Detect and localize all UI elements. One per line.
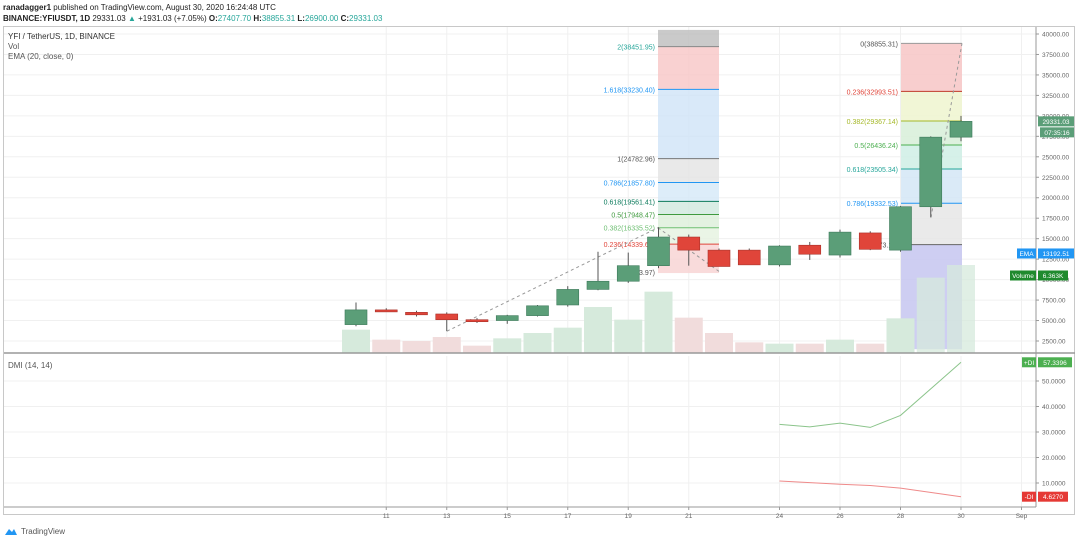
svg-text:12500.00: 12500.00 [1042,257,1069,264]
fib-right-level: 0(38855.31) [860,41,898,48]
axis-tags: 29331.03 07:35:16 EMA 13192.51 Volume 6.363K +… [1010,116,1074,502]
fib-left-level: 0.618(19561.41) [604,199,655,206]
legend-dmi[interactable]: DMI (14, 14) [8,361,53,370]
svg-text:10.0000: 10.0000 [1042,481,1066,488]
svg-text:32500.00: 32500.00 [1042,93,1069,100]
svg-text:13: 13 [443,513,451,520]
svg-text:17: 17 [564,513,572,520]
svg-text:35000.00: 35000.00 [1042,72,1069,79]
up-arrow-icon: ▲ [127,14,136,23]
fib-left-level: 0.5(17948.47) [611,213,655,220]
chart-legend: YFI / TetherUS, 1D, BINANCE Vol EMA (20,… [8,32,115,62]
svg-text:Volume: Volume [1012,273,1034,280]
svg-text:17500.00: 17500.00 [1042,216,1069,223]
last-price: 29331.03 [92,14,126,23]
svg-text:10000.00: 10000.00 [1042,277,1069,284]
svg-text:13192.51: 13192.51 [1042,251,1069,258]
price-change: +1931.03 (+7.05%) [138,14,207,23]
svg-text:22500.00: 22500.00 [1042,175,1069,182]
publish-info: ranadagger1 published on TradingView.com… [3,3,276,12]
svg-text:7500.00: 7500.00 [1042,298,1066,305]
svg-text:25000.00: 25000.00 [1042,154,1069,161]
svg-text:28: 28 [897,513,905,520]
volume-bars [342,265,975,353]
svg-text:20000.00: 20000.00 [1042,195,1069,202]
candlesticks [344,115,973,332]
open-label: O: [208,14,218,23]
svg-text:EMA: EMA [1019,251,1034,258]
svg-text:30.0000: 30.0000 [1042,430,1066,437]
fib-left-level: 1.618(33230.40) [604,87,655,94]
tradingview-brand[interactable]: TradingView [21,527,66,536]
tradingview-logo-icon [5,529,17,535]
svg-text:11: 11 [383,513,390,520]
svg-text:21: 21 [685,513,693,520]
fib-left-level: 2(38451.95) [617,45,655,52]
svg-text:40.0000: 40.0000 [1042,404,1066,411]
fib-left-level: 0.236(14339.6..) [604,242,655,249]
dmi-lines [779,361,962,498]
chart-frame [3,26,1075,515]
fib-left-level: 0.786(21857.80) [604,181,655,188]
open-value: 27407.70 [217,14,252,23]
fib-left-level: 1(24782.96) [617,157,655,164]
svg-text:2500.00: 2500.00 [1042,339,1066,346]
fib-left-level: (..3.97) [633,270,655,277]
high-value: 38855.31 [261,14,296,23]
svg-text:Sep: Sep [1016,513,1028,520]
fib-drawings[interactable]: 2(38451.95) 1.618(33230.40) 1(24782.96) 0.7… [446,29,963,350]
fib-left-level: 0.382(16335.52) [604,226,655,233]
svg-text:19: 19 [625,513,633,520]
svg-text:40000.00: 40000.00 [1042,32,1069,39]
svg-text:20.0000: 20.0000 [1042,455,1066,462]
low-label: L: [297,14,305,23]
fib-right-level: 0.236(32993.51) [847,89,898,96]
symbol-name: BINANCE:YFIUSDT, 1D [3,14,91,23]
dmi-legend: DMI (14, 14) [8,361,52,371]
axes: 40000.0037500.0035000.0032500.0030000.00… [4,27,1075,520]
svg-text:5000.00: 5000.00 [1042,318,1066,325]
close-value: 29331.03 [349,14,383,23]
svg-text:-DI: -DI [1025,494,1034,501]
grid-lines [4,27,1036,507]
legend-title[interactable]: YFI / TetherUS, 1D, BINANCE [8,32,115,41]
fib-right-level: 0.5(26436.24) [854,143,898,150]
svg-text:57.3396: 57.3396 [1043,360,1067,367]
published-text: published on TradingView.com, August 30,… [53,3,276,12]
svg-text:24: 24 [776,513,784,520]
legend-vol[interactable]: Vol [8,42,20,51]
fib-right-level: 0.618(23505.34) [847,167,898,174]
publisher-name[interactable]: ranadagger1 [3,3,52,12]
svg-text:30: 30 [957,513,965,520]
tradingview-footer: TradingView [4,527,65,536]
close-label: C: [340,14,350,23]
high-label: H: [253,14,262,23]
fib-right-level: 0.786(19332.53) [847,201,898,208]
fib-right-level: 0.382(29367.14) [847,119,898,126]
svg-text:37500.00: 37500.00 [1042,52,1069,59]
svg-text:29331.03: 29331.03 [1042,119,1069,126]
svg-text:07:35:16: 07:35:16 [1044,130,1070,137]
symbol-info: BINANCE:YFIUSDT, 1D 29331.03 ▲ +1931.03 … [3,14,382,23]
legend-ema[interactable]: EMA (20, close, 0) [8,52,74,61]
svg-text:+DI: +DI [1024,360,1034,367]
svg-text:50.0000: 50.0000 [1042,379,1066,386]
svg-text:15: 15 [504,513,512,520]
svg-text:15000.00: 15000.00 [1042,236,1069,243]
low-value: 26900.00 [304,14,339,23]
svg-text:6.363K: 6.363K [1043,273,1064,280]
svg-text:4.6270: 4.6270 [1043,494,1063,501]
svg-text:26: 26 [836,513,844,520]
